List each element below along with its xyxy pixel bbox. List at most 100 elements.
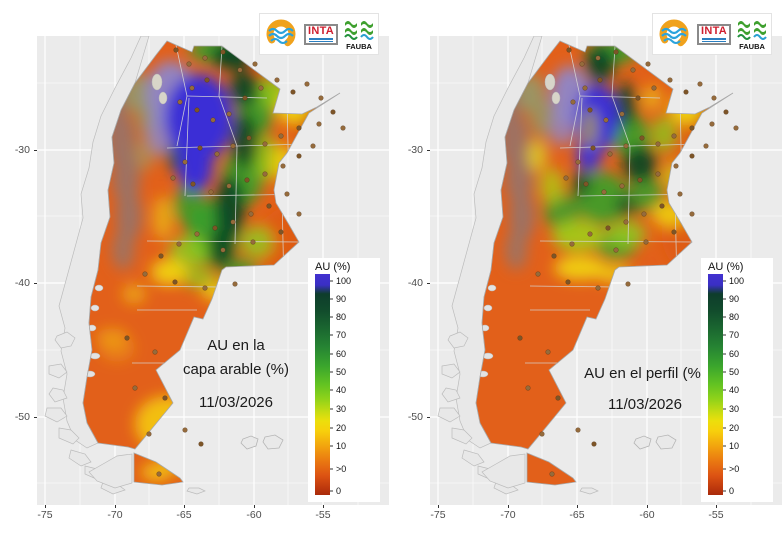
fauba-logo: FAUBA bbox=[737, 18, 767, 51]
x-axis-tick-label: -70 bbox=[500, 509, 516, 521]
map-plot-capa-arable: INTA FAUBA AU en la capa arable (%) bbox=[37, 13, 389, 505]
legend-tick-mark bbox=[330, 280, 333, 282]
station-dot bbox=[330, 109, 336, 115]
station-dot bbox=[124, 335, 130, 341]
station-dot bbox=[583, 181, 589, 187]
station-dot bbox=[232, 281, 238, 287]
station-dot bbox=[587, 231, 593, 237]
x-axis-tick-mark bbox=[716, 505, 717, 508]
legend-tick-label: 10 bbox=[729, 440, 740, 451]
legend-tick-label: 20 bbox=[729, 423, 740, 434]
x-axis-tick-label: -75 bbox=[430, 509, 446, 521]
station-dot bbox=[639, 135, 645, 141]
station-dot bbox=[296, 125, 302, 131]
station-dot bbox=[220, 49, 226, 55]
station-dot bbox=[296, 153, 302, 159]
station-dots bbox=[517, 47, 739, 477]
station-dot bbox=[607, 151, 613, 157]
legend-tick-label: 80 bbox=[336, 312, 347, 323]
station-dot bbox=[212, 225, 218, 231]
map-title-line-1: AU en el perfil (%) bbox=[584, 365, 706, 382]
legend-tick-label: >0 bbox=[336, 463, 347, 474]
station-dot bbox=[266, 203, 272, 209]
station-dot bbox=[635, 95, 641, 101]
station-dot bbox=[659, 203, 665, 209]
station-dot bbox=[250, 239, 256, 245]
legend-tick-mark bbox=[330, 445, 333, 447]
legend-tick-mark bbox=[723, 298, 726, 300]
map-title-line-2: capa arable (%) bbox=[183, 361, 289, 378]
inta-logo-text: INTA bbox=[700, 24, 728, 37]
station-dot bbox=[689, 211, 695, 217]
station-dot bbox=[176, 241, 182, 247]
station-dot bbox=[258, 85, 264, 91]
inta-logo: INTA bbox=[696, 23, 732, 45]
legend-tick-label: 70 bbox=[729, 329, 740, 340]
legend-tick-mark bbox=[330, 353, 333, 355]
station-dot bbox=[643, 239, 649, 245]
fauba-logo-text: FAUBA bbox=[346, 41, 372, 51]
station-dot bbox=[539, 431, 545, 437]
station-dot bbox=[549, 471, 555, 477]
fauba-logo: FAUBA bbox=[344, 18, 374, 51]
station-dot bbox=[677, 191, 683, 197]
map-title-perfil: AU en el perfil (%) bbox=[535, 362, 755, 386]
station-dot bbox=[230, 143, 236, 149]
legend-tick-label: >0 bbox=[729, 463, 740, 474]
argentina-map-capa-arable bbox=[37, 36, 389, 505]
tierra-del-fuego-border bbox=[526, 452, 577, 486]
y-axis-tick-label: -50 bbox=[407, 411, 423, 423]
legend-bar bbox=[315, 274, 330, 495]
station-dot bbox=[262, 171, 268, 177]
station-dot bbox=[220, 247, 226, 253]
station-dot bbox=[146, 431, 152, 437]
legend-tick-mark bbox=[723, 468, 726, 470]
station-dot bbox=[655, 141, 661, 147]
legend-tick-label: 0 bbox=[729, 486, 735, 497]
x-axis-tick-label: -75 bbox=[37, 509, 53, 521]
station-dot bbox=[177, 99, 183, 105]
station-dot bbox=[709, 121, 715, 127]
legend-tick-mark bbox=[723, 316, 726, 318]
legend-tick-label: 90 bbox=[729, 293, 740, 304]
station-dot bbox=[551, 253, 557, 259]
station-dot bbox=[711, 95, 717, 101]
station-dot bbox=[535, 271, 541, 277]
legend-tick-label: 30 bbox=[336, 404, 347, 415]
legend-tick-mark bbox=[330, 468, 333, 470]
station-dot bbox=[182, 427, 188, 433]
station-dot bbox=[318, 95, 324, 101]
station-dot bbox=[202, 55, 208, 61]
logo-strip: INTA FAUBA bbox=[652, 13, 772, 55]
station-dot bbox=[667, 77, 673, 83]
station-dot bbox=[703, 143, 709, 149]
station-dot bbox=[230, 219, 236, 225]
station-dot bbox=[198, 441, 204, 447]
legend-tick-mark bbox=[330, 371, 333, 373]
fauba-logo-icon bbox=[737, 20, 767, 40]
map-title-capa-arable: AU en la capa arable (%) bbox=[146, 334, 326, 382]
station-dot bbox=[566, 47, 572, 53]
panel-capa-arable: INTA FAUBA AU en la capa arable (%) bbox=[15, 13, 389, 521]
x-axis-tick-label: -60 bbox=[639, 509, 655, 521]
y-axis-tick-label: -40 bbox=[407, 277, 423, 289]
station-dot bbox=[204, 77, 210, 83]
legend-tick-mark bbox=[723, 427, 726, 429]
x-axis-tick-label: -60 bbox=[246, 509, 262, 521]
legend-capa-arable: AU (%) 100 90 80 70 60 50 40 30 20 10 >0 0 bbox=[308, 258, 380, 502]
legend-tick-mark bbox=[330, 334, 333, 336]
map-title-line-1: AU en la bbox=[207, 337, 265, 354]
legend-tick-label: 10 bbox=[336, 440, 347, 451]
station-dot bbox=[242, 95, 248, 101]
station-dot bbox=[208, 189, 214, 195]
x-axis-tick-label: -55 bbox=[708, 509, 724, 521]
legend-tick-label: 40 bbox=[729, 385, 740, 396]
panel-perfil: INTA FAUBA AU en el perfil (%) 11/03/202… bbox=[393, 0, 784, 543]
station-dot bbox=[226, 111, 232, 117]
station-dot bbox=[637, 177, 643, 183]
station-dot bbox=[248, 211, 254, 217]
tierra-del-fuego-border bbox=[133, 452, 184, 486]
station-dot bbox=[237, 67, 243, 73]
inta-logo-underline-2 bbox=[701, 40, 726, 42]
